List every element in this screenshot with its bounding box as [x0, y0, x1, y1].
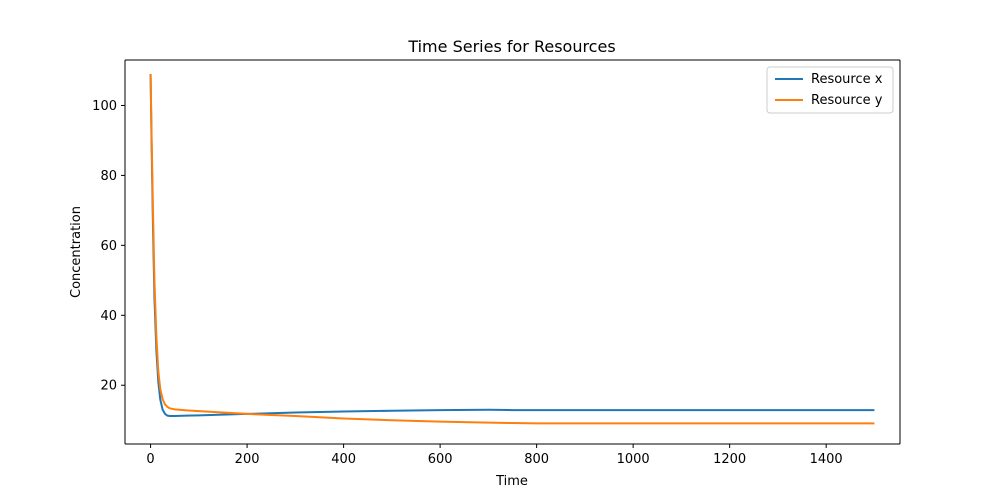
series-layer — [149, 73, 875, 425]
x-tick-label: 1000 — [617, 452, 650, 467]
plot-area — [125, 60, 900, 444]
x-tick-label: 1200 — [713, 452, 746, 467]
y-tick-label: 80 — [100, 169, 117, 184]
x-tick-label: 0 — [146, 452, 154, 467]
y-ticks: 20 40 60 80 100 — [92, 99, 125, 394]
legend-label-resource-x: Resource x — [811, 72, 883, 87]
x-tick-label: 800 — [524, 452, 549, 467]
y-tick-label: 60 — [100, 239, 117, 254]
chart-title: Time Series for Resources — [407, 37, 615, 56]
x-ticks: 0 200 400 600 800 1000 1200 1400 — [146, 444, 843, 467]
y-tick-label: 40 — [100, 309, 117, 324]
x-tick-label: 1400 — [810, 452, 843, 467]
x-tick-label: 200 — [235, 452, 260, 467]
x-tick-label: 600 — [428, 452, 453, 467]
legend-label-resource-y: Resource y — [811, 93, 883, 108]
axes-frame — [124, 59, 901, 445]
y-tick-label: 100 — [92, 99, 117, 114]
x-tick-label: 400 — [331, 452, 356, 467]
y-tick-label: 20 — [100, 379, 117, 394]
y-axis-label: Concentration — [69, 206, 84, 298]
x-axis-label: Time — [495, 474, 528, 489]
series-line-resource-y — [149, 73, 875, 425]
legend: Resource x Resource y — [766, 66, 894, 114]
